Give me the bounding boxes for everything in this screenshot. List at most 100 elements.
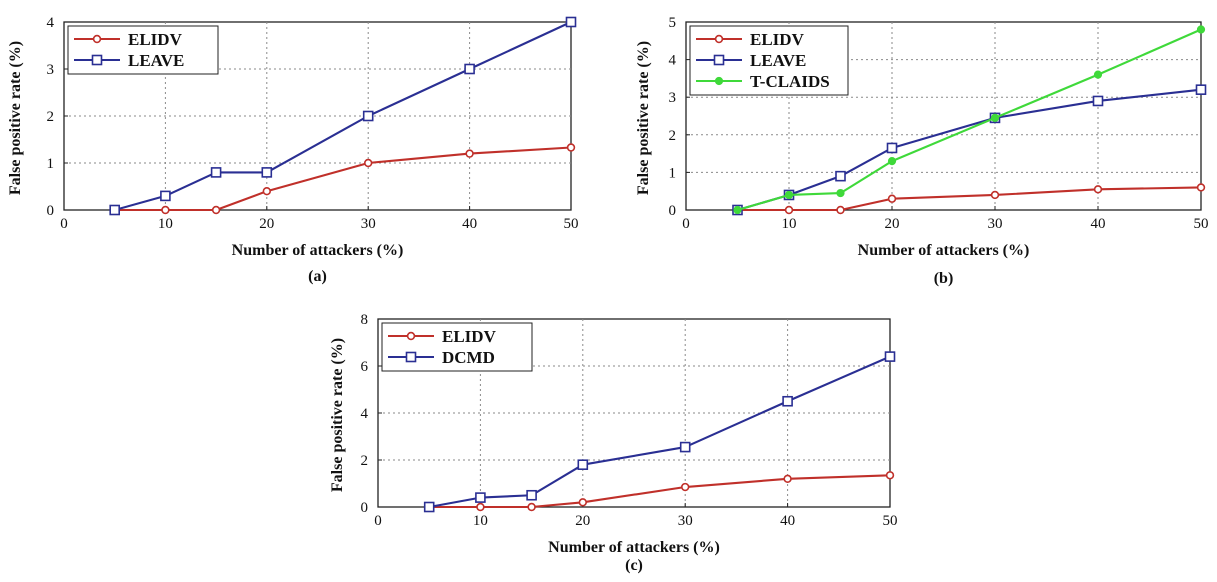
data-point (261, 167, 273, 178)
data-point (679, 441, 691, 453)
data-point (886, 142, 898, 154)
chart-a: 0 10 20 30 40 50 0 1 2 3 4 Number of attackers (%) F… (7, 15, 579, 285)
data-point (887, 157, 897, 166)
x-tick-label: 30 (988, 216, 1003, 232)
legend: ELIDV LEAVE (67, 25, 219, 75)
y-tick-label: 4 (669, 53, 677, 69)
x-tick-label: 50 (1194, 216, 1209, 232)
y-tick-label: 0 (669, 203, 677, 219)
data-point (990, 113, 1000, 122)
data-point (784, 190, 794, 200)
data-point (733, 205, 742, 215)
legend-box (67, 25, 219, 75)
series-dcmd (423, 351, 896, 513)
legend-label: T-CLAIDS (750, 72, 830, 91)
x-axis-label: Number of attackers (%) (548, 539, 720, 556)
legend-swatch-marker (714, 34, 724, 44)
data-point (1093, 185, 1103, 194)
chart-c: 0 10 20 30 40 50 0 2 4 6 8 Number of attackers (%) F… (329, 312, 898, 574)
y-axis-label: False positive rate (%) (7, 41, 24, 195)
data-point (526, 489, 537, 501)
legend-label: DCMD (442, 348, 495, 367)
y-axis-label: False positive rate (%) (329, 338, 346, 492)
data-point (423, 501, 435, 513)
y-tick-label: 2 (47, 109, 55, 125)
legend: ELIDV DCMD (381, 322, 533, 372)
x-tick-label: 50 (564, 216, 579, 232)
x-tick-label: 30 (678, 513, 693, 529)
x-axis-label: Number of attackers (%) (232, 242, 404, 259)
x-tick-label: 40 (1091, 216, 1106, 232)
data-point (160, 190, 171, 202)
x-tick-label: 0 (682, 216, 690, 232)
legend-swatch-marker (714, 76, 724, 86)
y-tick-label: 2 (361, 453, 369, 469)
y-tick-label: 1 (47, 156, 55, 172)
data-point (475, 492, 486, 503)
legend: ELIDV LEAVE T-CLAIDS (689, 25, 849, 96)
data-point (565, 16, 577, 28)
x-tick-label: 20 (259, 216, 274, 232)
data-point (109, 204, 120, 216)
legend-swatch-marker (92, 34, 102, 44)
legend-swatch-marker (405, 351, 417, 363)
data-point (577, 459, 589, 471)
legend-swatch-marker (91, 54, 103, 66)
legend-label: ELIDV (442, 327, 497, 346)
y-tick-label: 6 (361, 359, 369, 375)
data-point (364, 158, 373, 168)
data-point (161, 205, 170, 215)
y-tick-label: 4 (47, 15, 55, 31)
y-tick-label: 0 (47, 203, 55, 219)
chart-b: 0 10 20 30 40 50 0 1 2 3 4 5 Number of attackers (%)… (635, 15, 1209, 287)
data-point (1196, 25, 1206, 34)
y-tick-label: 0 (361, 500, 369, 516)
data-point (1195, 84, 1207, 95)
data-point (566, 143, 576, 152)
data-point (784, 205, 794, 215)
y-tick-label: 8 (361, 312, 369, 328)
legend-label: LEAVE (750, 51, 806, 70)
data-point (465, 149, 474, 158)
y-tick-label: 4 (361, 406, 369, 422)
y-tick-label: 1 (669, 165, 677, 181)
x-tick-label: 0 (60, 216, 68, 232)
data-point (464, 63, 475, 75)
y-tick-label: 5 (669, 15, 677, 31)
x-tick-label: 40 (462, 216, 477, 232)
x-tick-label: 0 (374, 513, 382, 529)
series-elidv (733, 183, 1206, 215)
x-tick-label: 10 (782, 216, 797, 232)
legend-swatch-marker (406, 331, 416, 341)
series-elidv (110, 143, 576, 215)
legend-label: ELIDV (750, 30, 805, 49)
data-point (836, 188, 845, 198)
data-point (885, 471, 895, 480)
x-tick-label: 20 (575, 513, 590, 529)
data-point (887, 194, 897, 203)
data-point (1196, 183, 1206, 192)
data-point (211, 205, 221, 215)
x-tick-label: 30 (361, 216, 376, 232)
data-point (884, 351, 896, 362)
x-tick-label: 10 (473, 513, 488, 529)
x-axis-label: Number of attackers (%) (858, 242, 1030, 259)
x-tick-label: 40 (780, 513, 795, 529)
legend-swatch-marker (713, 54, 725, 66)
data-point (1092, 95, 1104, 107)
series-leave (109, 16, 577, 216)
data-point (680, 482, 690, 492)
legend-label: LEAVE (128, 51, 184, 70)
data-point (210, 167, 222, 178)
y-axis-label: False positive rate (%) (635, 41, 652, 195)
y-tick-label: 3 (669, 90, 677, 106)
figure-caption: (a) (308, 268, 327, 285)
data-point (835, 170, 846, 182)
x-tick-label: 10 (158, 216, 173, 232)
data-point (990, 190, 1000, 200)
x-tick-label: 20 (885, 216, 900, 232)
data-point (578, 498, 587, 507)
figure-caption: (c) (625, 557, 643, 574)
series-t-claids (733, 25, 1206, 215)
